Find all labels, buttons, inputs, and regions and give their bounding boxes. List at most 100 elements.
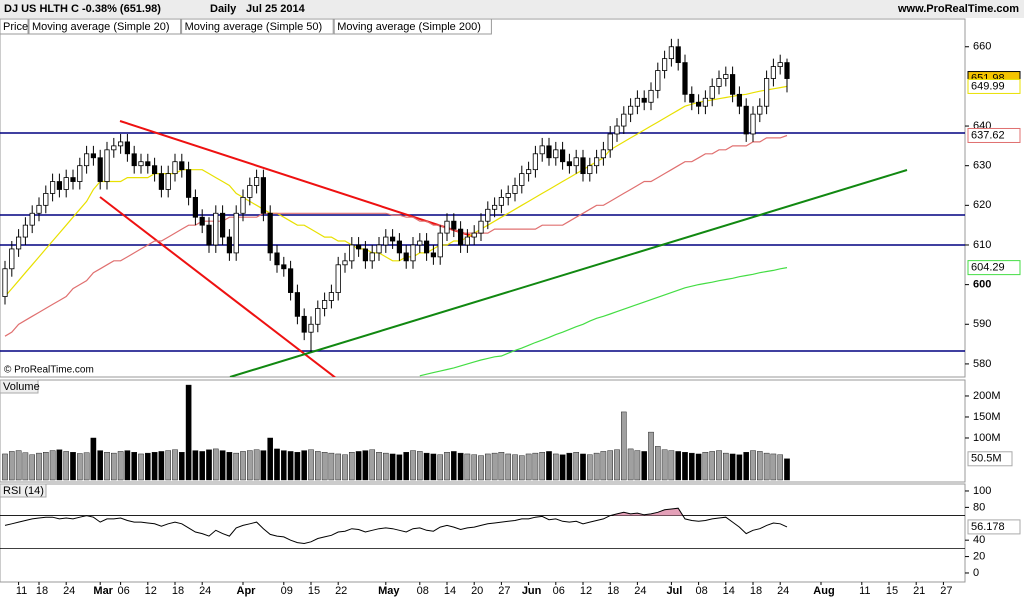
x-tick-label: May	[378, 585, 400, 597]
volume-bar	[104, 452, 110, 481]
volume-bar	[301, 450, 308, 481]
candle-body	[743, 105, 749, 135]
volume-bar	[587, 454, 593, 481]
y-tick-label: 200M	[973, 390, 1001, 402]
x-tick-label: 18	[607, 585, 619, 597]
volume-bar	[573, 452, 579, 481]
volume-bar	[192, 450, 199, 481]
volume-bar	[430, 453, 437, 481]
candle-body	[532, 153, 539, 171]
candle-body	[355, 244, 362, 250]
drawings	[0, 120, 965, 377]
volume-bar	[342, 454, 348, 481]
candle-body	[709, 85, 715, 99]
volume-bar	[2, 453, 8, 481]
candle-body	[451, 220, 457, 230]
candle-body	[764, 78, 770, 107]
legend-box	[0, 18, 29, 35]
volume-bar	[784, 458, 790, 481]
volume-bar	[505, 453, 512, 481]
volume-bar	[253, 449, 260, 481]
candle-body	[376, 244, 382, 254]
volume-bar	[274, 448, 280, 481]
x-tick-label: 12	[580, 585, 592, 597]
volume-bar	[750, 450, 756, 481]
volume-bar	[376, 452, 382, 481]
candle-body	[84, 153, 90, 167]
volume-bar	[559, 454, 566, 481]
candle-body	[63, 177, 69, 190]
x-tick-label: 27	[940, 585, 952, 597]
volume-bar	[777, 454, 783, 481]
volume-bar	[729, 453, 736, 481]
y-tick-label: 630	[973, 160, 991, 172]
volume-bar	[349, 452, 355, 481]
ma-line	[4, 134, 788, 337]
x-tick-label: Jun	[522, 585, 542, 597]
volume-bar	[315, 451, 321, 481]
x-tick-label: 18	[750, 585, 762, 597]
y-tick-label: 80	[973, 501, 985, 513]
candle-body	[247, 185, 253, 198]
volume-bar	[369, 449, 376, 481]
volume-bar	[124, 450, 131, 481]
volume-bar	[131, 452, 138, 481]
x-tick-label: 18	[172, 585, 184, 597]
volume-bar	[655, 446, 661, 481]
candle-body	[505, 193, 511, 198]
candle-body	[580, 157, 586, 175]
x-tick-label: 14	[444, 585, 456, 597]
volume-bar	[70, 452, 76, 481]
candle-body	[675, 46, 681, 64]
volume-bar	[539, 452, 545, 481]
x-tick-label: 22	[335, 585, 347, 597]
candle-body	[600, 149, 607, 159]
candle-body	[723, 74, 729, 79]
x-tick-label: 11	[859, 585, 870, 597]
candle-body	[457, 228, 464, 246]
y-tick-label: 600	[973, 279, 991, 291]
candle-body	[736, 93, 743, 107]
candle-body	[546, 145, 552, 159]
volume-bar	[498, 452, 505, 481]
candle-body	[410, 244, 416, 262]
candle-body	[491, 204, 498, 210]
volume-bar	[29, 454, 36, 481]
volume-bar	[593, 452, 600, 481]
candle-body	[702, 97, 709, 107]
legend-label: Moving average (Simple 20)	[32, 21, 170, 33]
label-box	[0, 379, 39, 394]
value-tag: 649.99	[967, 78, 1021, 94]
rsi-panel	[0, 483, 966, 583]
volume-bar	[233, 452, 240, 481]
candle-body	[770, 66, 777, 79]
candle-body	[784, 62, 790, 79]
volume-bar	[49, 450, 56, 481]
y-tick-label: 660	[973, 41, 991, 53]
y-tick-label: 100M	[973, 432, 1001, 444]
volume-bar	[695, 453, 702, 481]
volume-bar	[627, 448, 634, 481]
candle-body	[233, 212, 239, 254]
value-tag-box	[967, 451, 1013, 467]
volume-bar	[580, 453, 586, 481]
volume-bar	[267, 437, 274, 481]
volume-bar	[532, 452, 539, 481]
panel-label: Volume	[3, 381, 40, 393]
candle-body	[77, 165, 83, 182]
volume-bar	[471, 454, 478, 481]
volume-bar	[634, 450, 641, 481]
label-box	[0, 483, 47, 498]
volume-bar	[648, 431, 654, 481]
candle-body	[9, 248, 15, 270]
volume-bar	[410, 450, 416, 481]
legend-box	[181, 18, 334, 35]
data-layer: 580 590 600 610 620 630 640 660 Price Moving aver…	[0, 18, 1021, 597]
volume-bar	[512, 454, 518, 481]
y-tick-label: 590	[973, 318, 991, 330]
volume-bar	[15, 450, 22, 481]
volume-bar	[83, 452, 90, 481]
candle-body	[560, 149, 566, 163]
candle-body	[648, 89, 654, 103]
